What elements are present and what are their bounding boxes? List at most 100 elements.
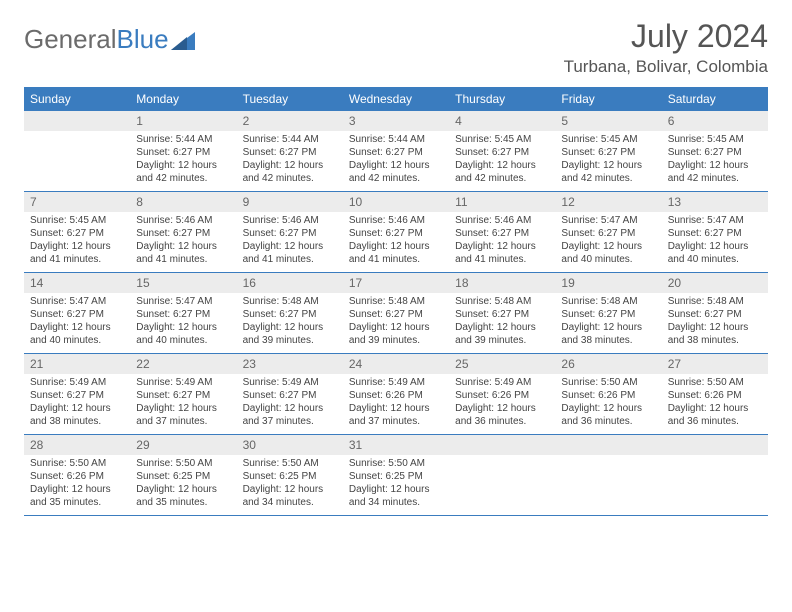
- day-content: Sunrise: 5:49 AMSunset: 6:27 PMDaylight:…: [130, 374, 236, 434]
- sunrise-text: Sunrise: 5:47 AM: [30, 295, 124, 308]
- day-number: [662, 435, 768, 455]
- sunset-text: Sunset: 6:27 PM: [561, 308, 655, 321]
- daylight-text: Daylight: 12 hours and 36 minutes.: [455, 402, 549, 428]
- day-number: 27: [662, 354, 768, 374]
- daylight-text: Daylight: 12 hours and 39 minutes.: [243, 321, 337, 347]
- sunset-text: Sunset: 6:26 PM: [561, 389, 655, 402]
- sunset-text: Sunset: 6:27 PM: [455, 227, 549, 240]
- logo: GeneralBlue: [24, 18, 195, 55]
- day-number: 10: [343, 192, 449, 212]
- sunrise-text: Sunrise: 5:47 AM: [136, 295, 230, 308]
- daylight-text: Daylight: 12 hours and 42 minutes.: [561, 159, 655, 185]
- sunset-text: Sunset: 6:27 PM: [30, 308, 124, 321]
- sunrise-text: Sunrise: 5:46 AM: [136, 214, 230, 227]
- day-content: Sunrise: 5:46 AMSunset: 6:27 PMDaylight:…: [237, 212, 343, 272]
- sunrise-text: Sunrise: 5:48 AM: [349, 295, 443, 308]
- day-content: Sunrise: 5:46 AMSunset: 6:27 PMDaylight:…: [449, 212, 555, 272]
- day-number: [449, 435, 555, 455]
- day-number: 7: [24, 192, 130, 212]
- sunset-text: Sunset: 6:27 PM: [561, 227, 655, 240]
- sunrise-text: Sunrise: 5:49 AM: [136, 376, 230, 389]
- daylight-text: Daylight: 12 hours and 41 minutes.: [455, 240, 549, 266]
- sunset-text: Sunset: 6:27 PM: [455, 308, 549, 321]
- calendar: Sunday Monday Tuesday Wednesday Thursday…: [24, 87, 768, 516]
- day-content: Sunrise: 5:45 AMSunset: 6:27 PMDaylight:…: [24, 212, 130, 272]
- daylight-text: Daylight: 12 hours and 42 minutes.: [668, 159, 762, 185]
- day-content: Sunrise: 5:45 AMSunset: 6:27 PMDaylight:…: [555, 131, 661, 191]
- month-title: July 2024: [564, 18, 768, 55]
- day-number: 8: [130, 192, 236, 212]
- sunset-text: Sunset: 6:27 PM: [243, 146, 337, 159]
- daylight-text: Daylight: 12 hours and 41 minutes.: [243, 240, 337, 266]
- sunset-text: Sunset: 6:27 PM: [668, 308, 762, 321]
- sunrise-text: Sunrise: 5:49 AM: [243, 376, 337, 389]
- daylight-text: Daylight: 12 hours and 42 minutes.: [349, 159, 443, 185]
- day-number: 26: [555, 354, 661, 374]
- daylight-text: Daylight: 12 hours and 40 minutes.: [30, 321, 124, 347]
- sunrise-text: Sunrise: 5:50 AM: [136, 457, 230, 470]
- weekday-tuesday: Tuesday: [237, 87, 343, 111]
- daylight-text: Daylight: 12 hours and 36 minutes.: [668, 402, 762, 428]
- sunset-text: Sunset: 6:27 PM: [349, 146, 443, 159]
- day-content: Sunrise: 5:44 AMSunset: 6:27 PMDaylight:…: [343, 131, 449, 191]
- daylight-text: Daylight: 12 hours and 38 minutes.: [30, 402, 124, 428]
- sunrise-text: Sunrise: 5:45 AM: [561, 133, 655, 146]
- day-content: Sunrise: 5:48 AMSunset: 6:27 PMDaylight:…: [662, 293, 768, 353]
- day-number: 13: [662, 192, 768, 212]
- sunset-text: Sunset: 6:27 PM: [349, 308, 443, 321]
- daylight-text: Daylight: 12 hours and 41 minutes.: [30, 240, 124, 266]
- day-content: Sunrise: 5:47 AMSunset: 6:27 PMDaylight:…: [662, 212, 768, 272]
- day-number: 31: [343, 435, 449, 455]
- sunset-text: Sunset: 6:27 PM: [455, 146, 549, 159]
- sunrise-text: Sunrise: 5:44 AM: [136, 133, 230, 146]
- day-number: 1: [130, 111, 236, 131]
- day-number: 15: [130, 273, 236, 293]
- weekday-monday: Monday: [130, 87, 236, 111]
- daylight-text: Daylight: 12 hours and 34 minutes.: [243, 483, 337, 509]
- day-number: 14: [24, 273, 130, 293]
- day-number: 30: [237, 435, 343, 455]
- day-content: Sunrise: 5:50 AMSunset: 6:26 PMDaylight:…: [662, 374, 768, 434]
- day-number: 2: [237, 111, 343, 131]
- daylight-text: Daylight: 12 hours and 37 minutes.: [349, 402, 443, 428]
- day-number: 24: [343, 354, 449, 374]
- daylight-text: Daylight: 12 hours and 41 minutes.: [136, 240, 230, 266]
- sunset-text: Sunset: 6:26 PM: [349, 389, 443, 402]
- daylight-text: Daylight: 12 hours and 40 minutes.: [136, 321, 230, 347]
- daylight-text: Daylight: 12 hours and 37 minutes.: [136, 402, 230, 428]
- day-content: Sunrise: 5:47 AMSunset: 6:27 PMDaylight:…: [555, 212, 661, 272]
- day-content: Sunrise: 5:50 AMSunset: 6:25 PMDaylight:…: [343, 455, 449, 515]
- sunrise-text: Sunrise: 5:50 AM: [349, 457, 443, 470]
- day-number: 6: [662, 111, 768, 131]
- sunrise-text: Sunrise: 5:50 AM: [561, 376, 655, 389]
- sunset-text: Sunset: 6:27 PM: [136, 389, 230, 402]
- sunrise-text: Sunrise: 5:47 AM: [668, 214, 762, 227]
- sunset-text: Sunset: 6:27 PM: [668, 146, 762, 159]
- sunrise-text: Sunrise: 5:46 AM: [349, 214, 443, 227]
- weekday-wednesday: Wednesday: [343, 87, 449, 111]
- day-content: Sunrise: 5:47 AMSunset: 6:27 PMDaylight:…: [130, 293, 236, 353]
- sunset-text: Sunset: 6:27 PM: [243, 389, 337, 402]
- daylight-text: Daylight: 12 hours and 38 minutes.: [668, 321, 762, 347]
- logo-text-blue: Blue: [117, 24, 169, 55]
- day-content: Sunrise: 5:46 AMSunset: 6:27 PMDaylight:…: [343, 212, 449, 272]
- sunrise-text: Sunrise: 5:48 AM: [668, 295, 762, 308]
- sunrise-text: Sunrise: 5:47 AM: [561, 214, 655, 227]
- daylight-text: Daylight: 12 hours and 42 minutes.: [455, 159, 549, 185]
- sunset-text: Sunset: 6:25 PM: [136, 470, 230, 483]
- sunset-text: Sunset: 6:27 PM: [561, 146, 655, 159]
- weekday-thursday: Thursday: [449, 87, 555, 111]
- sunrise-text: Sunrise: 5:46 AM: [243, 214, 337, 227]
- daylight-text: Daylight: 12 hours and 40 minutes.: [561, 240, 655, 266]
- sunset-text: Sunset: 6:26 PM: [668, 389, 762, 402]
- day-content: Sunrise: 5:45 AMSunset: 6:27 PMDaylight:…: [662, 131, 768, 191]
- logo-text-general: General: [24, 24, 117, 55]
- sunset-text: Sunset: 6:25 PM: [349, 470, 443, 483]
- day-content: Sunrise: 5:46 AMSunset: 6:27 PMDaylight:…: [130, 212, 236, 272]
- day-number: 20: [662, 273, 768, 293]
- weekday-sunday: Sunday: [24, 87, 130, 111]
- day-number: 11: [449, 192, 555, 212]
- day-content: Sunrise: 5:50 AMSunset: 6:25 PMDaylight:…: [130, 455, 236, 515]
- day-content: Sunrise: 5:50 AMSunset: 6:25 PMDaylight:…: [237, 455, 343, 515]
- day-number: 28: [24, 435, 130, 455]
